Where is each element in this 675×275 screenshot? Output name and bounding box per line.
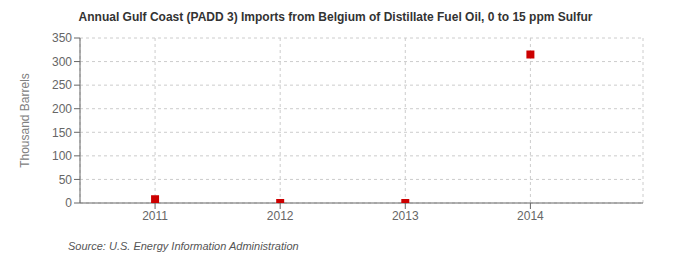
- svg-text:2013: 2013: [392, 209, 419, 223]
- svg-text:150: 150: [52, 126, 72, 140]
- svg-text:100: 100: [52, 149, 72, 163]
- svg-text:250: 250: [52, 78, 72, 92]
- svg-text:300: 300: [52, 55, 72, 69]
- svg-text:2014: 2014: [517, 209, 544, 223]
- svg-text:50: 50: [59, 173, 73, 187]
- svg-text:350: 350: [52, 31, 72, 45]
- html-text:Source: U.S. Energy Informatio: Source: U.S. Energy Information Administ…: [68, 240, 299, 252]
- svg-text:Thousand Barrels: Thousand Barrels: [18, 73, 32, 168]
- svg-text:2012: 2012: [267, 209, 294, 223]
- svg-text:0: 0: [65, 196, 72, 210]
- svg-text:200: 200: [52, 102, 72, 116]
- svg-text:2011: 2011: [142, 209, 168, 223]
- html-text:Annual Gulf Coast (PADD 3) Imp: Annual Gulf Coast (PADD 3) Imports from …: [78, 10, 593, 24]
